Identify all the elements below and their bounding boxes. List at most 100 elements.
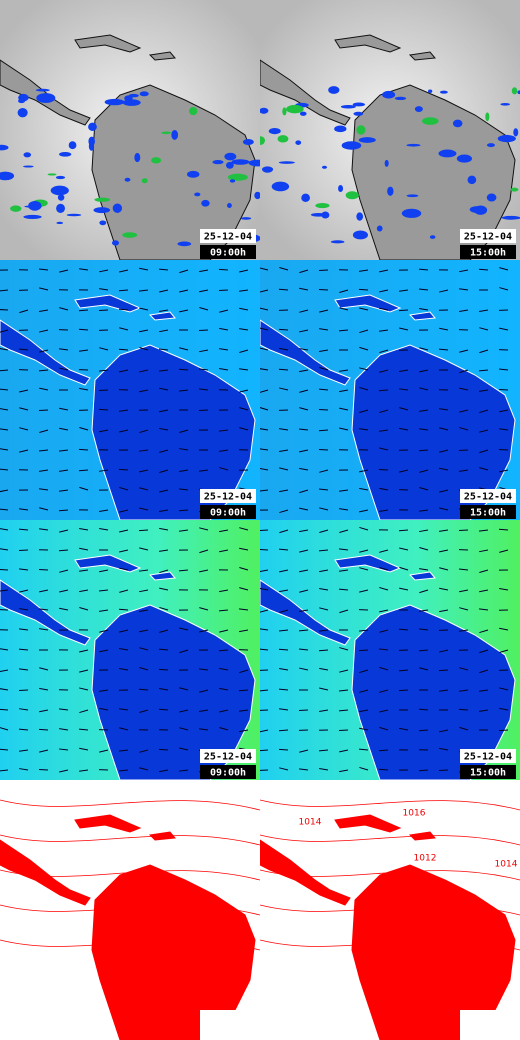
wind-arrow bbox=[379, 349, 389, 354]
wind-arrow bbox=[0, 648, 9, 651]
wind-arrow bbox=[299, 348, 309, 351]
wind-arrow bbox=[159, 469, 169, 474]
wind-arrow bbox=[479, 349, 489, 354]
rain-blob bbox=[111, 240, 120, 246]
wind-arrow bbox=[39, 709, 49, 713]
wind-arrow bbox=[359, 367, 369, 371]
wind-arrow bbox=[239, 427, 249, 431]
wind-arrow bbox=[318, 749, 329, 752]
rain-blob bbox=[151, 157, 162, 164]
wind-arrow bbox=[319, 767, 329, 771]
wind-arrow bbox=[238, 689, 249, 692]
wind-arrow bbox=[0, 468, 9, 471]
wind-arrow bbox=[379, 709, 389, 713]
wind-arrow bbox=[479, 569, 489, 574]
wind-arrow bbox=[339, 749, 349, 753]
rain-blob bbox=[428, 89, 433, 93]
wind-arrow bbox=[339, 389, 349, 393]
rain-blob bbox=[510, 187, 519, 192]
wind-arrow bbox=[139, 449, 149, 452]
wind-arrow bbox=[19, 608, 29, 611]
wind-arrow bbox=[459, 409, 469, 413]
wind-arrow bbox=[439, 567, 449, 571]
wind-arrow bbox=[499, 627, 509, 631]
wind-arrow bbox=[339, 647, 349, 651]
wind-arrow bbox=[18, 648, 29, 651]
wind-arrow bbox=[260, 648, 269, 651]
time-label: 09:00h bbox=[210, 768, 246, 779]
wind-arrow bbox=[459, 349, 469, 353]
date-label: 25-12-04 bbox=[464, 492, 512, 503]
rain-blob bbox=[513, 128, 519, 137]
wind-arrow bbox=[38, 369, 49, 372]
wind-arrow bbox=[439, 327, 449, 331]
rain-blob bbox=[55, 175, 66, 180]
wind-arrow bbox=[260, 489, 269, 492]
rain-blob bbox=[261, 166, 274, 173]
wind-arrow bbox=[139, 547, 149, 551]
rain-blob bbox=[128, 93, 139, 98]
rain-blob bbox=[340, 105, 356, 109]
wind-arrow bbox=[19, 427, 29, 431]
wind-arrow bbox=[419, 628, 429, 631]
wind-arrow bbox=[299, 329, 309, 333]
wind-arrow bbox=[0, 289, 9, 292]
rain-blob bbox=[94, 197, 111, 202]
wind-arrow bbox=[399, 427, 409, 431]
wind-arrow bbox=[218, 609, 229, 612]
wind-arrow bbox=[459, 568, 469, 571]
wind-arrow bbox=[379, 369, 389, 373]
isobar-line bbox=[0, 834, 260, 846]
wind-arrow bbox=[239, 547, 249, 551]
wind-arrow bbox=[379, 509, 389, 512]
wind-arrow bbox=[218, 268, 229, 271]
wind-arrow bbox=[499, 327, 509, 331]
wind-arrow bbox=[459, 726, 469, 731]
wind-arrow bbox=[399, 327, 409, 331]
wind-arrow bbox=[79, 426, 89, 431]
wind-arrow bbox=[139, 647, 149, 651]
wind-arrow bbox=[299, 749, 309, 753]
rain-blob bbox=[93, 207, 111, 214]
wind-arrow bbox=[158, 708, 169, 711]
wind-arrow bbox=[119, 486, 129, 491]
wind-arrow bbox=[79, 687, 89, 691]
wind-arrow bbox=[139, 709, 149, 713]
wind-arrow bbox=[99, 429, 109, 433]
wind-arrow bbox=[439, 649, 449, 653]
wind-arrow bbox=[279, 347, 289, 351]
wind-arrow bbox=[278, 548, 289, 551]
wind-arrow bbox=[260, 347, 269, 351]
rain-blob bbox=[438, 149, 457, 158]
map-panel: 25-12-04 09:00h bbox=[0, 520, 260, 780]
rain-blob bbox=[201, 199, 210, 207]
wind-arrow bbox=[19, 749, 29, 752]
wind-arrow bbox=[39, 628, 49, 631]
wind-arrow bbox=[19, 589, 29, 593]
wind-arrow bbox=[260, 689, 269, 692]
wind-arrow bbox=[0, 428, 9, 431]
rain-blob bbox=[231, 159, 250, 165]
wind-arrow bbox=[119, 369, 129, 373]
wind-arrow bbox=[359, 386, 369, 391]
wind-arrow bbox=[339, 529, 349, 533]
rain-blob bbox=[486, 193, 497, 202]
wind-arrow bbox=[379, 689, 389, 693]
wind-arrow bbox=[199, 728, 209, 731]
wind-arrow bbox=[359, 526, 369, 531]
wind-arrow bbox=[19, 568, 29, 571]
rain-blob bbox=[341, 141, 362, 150]
wind-arrow bbox=[0, 388, 9, 391]
wind-arrow bbox=[39, 608, 49, 611]
wind-arrow bbox=[179, 448, 189, 451]
wind-arrow bbox=[119, 668, 129, 671]
wind-arrow bbox=[419, 347, 429, 351]
wind-arrow bbox=[199, 607, 209, 611]
wind-arrow bbox=[279, 609, 289, 613]
wind-arrow bbox=[318, 388, 329, 391]
wind-arrow bbox=[98, 309, 109, 312]
isobar-line bbox=[260, 869, 520, 881]
wind-arrow bbox=[0, 589, 9, 592]
wind-arrow bbox=[359, 329, 369, 334]
wind-arrow bbox=[279, 267, 289, 271]
